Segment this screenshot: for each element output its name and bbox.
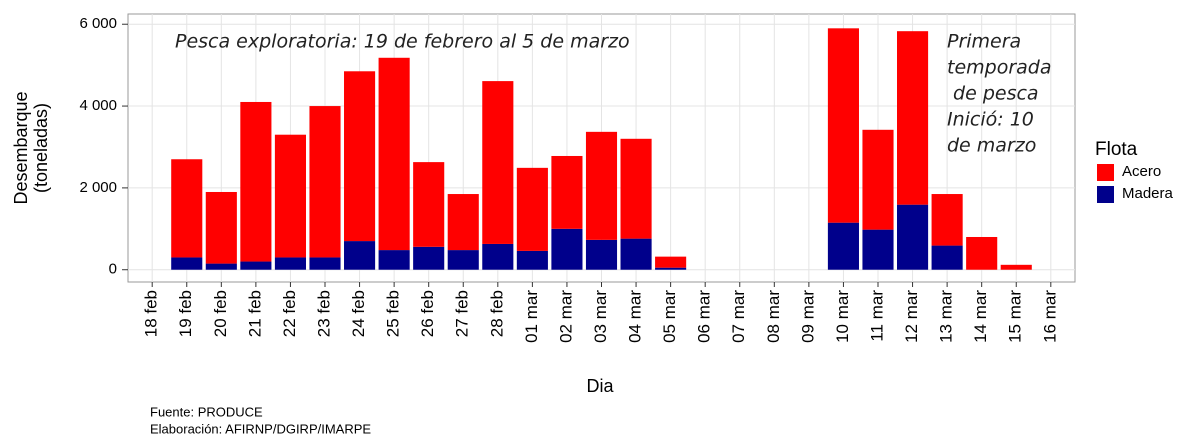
bar: [482, 81, 514, 244]
legend-label: Acero: [1122, 163, 1161, 180]
x-tick-label: 18 feb: [142, 290, 161, 337]
bar: [482, 243, 514, 270]
bar: [655, 256, 687, 268]
bar: [205, 191, 237, 264]
bar: [827, 28, 859, 223]
x-tick-label: 14 mar: [971, 290, 990, 343]
x-axis-label: Dia: [586, 376, 614, 396]
y-axis-label: (toneladas): [31, 103, 51, 193]
bar: [171, 257, 203, 270]
legend-title: Flota: [1095, 139, 1138, 160]
x-tick-label: 06 mar: [695, 290, 714, 343]
y-tick-label: 6 000: [79, 15, 117, 32]
annotation: Primera: [947, 31, 1021, 53]
bar: [171, 159, 203, 258]
x-tick-label: 22 feb: [280, 290, 299, 337]
x-tick-label: 03 mar: [591, 290, 610, 343]
x-tick-label: 08 mar: [764, 290, 783, 343]
x-tick-label: 11 mar: [867, 290, 886, 342]
annotation: de pesca: [947, 83, 1039, 105]
bar: [344, 241, 376, 270]
x-tick-label: 23 feb: [314, 290, 333, 337]
bar: [447, 250, 479, 270]
x-tick-label: 26 feb: [418, 290, 437, 337]
x-tick-label: 24 feb: [349, 290, 368, 337]
bar: [516, 167, 548, 251]
x-tick-label: 25 feb: [384, 290, 403, 337]
bar: [413, 246, 445, 270]
x-tick-label: 04 mar: [626, 290, 645, 343]
bar: [931, 194, 963, 246]
y-tick-label: 2 000: [79, 179, 117, 196]
bar: [447, 194, 479, 251]
annotation: temporada: [947, 57, 1052, 79]
x-tick-label: 07 mar: [729, 290, 748, 343]
bar: [274, 257, 306, 270]
y-tick-label: 0: [109, 261, 117, 278]
x-tick-label: 27 feb: [453, 290, 472, 337]
y-tick-label: 4 000: [79, 97, 117, 114]
x-tick-label: 19 feb: [176, 290, 195, 337]
bar: [966, 236, 998, 270]
x-tick-label: 12 mar: [902, 290, 921, 343]
x-tick-label: 16 mar: [1040, 290, 1059, 343]
bar: [551, 155, 583, 229]
bar: [205, 263, 237, 270]
bar: [862, 129, 894, 230]
bar: [378, 57, 410, 251]
x-tick-label: 13 mar: [937, 290, 956, 343]
bar: [620, 138, 652, 239]
source: Elaboración: AFIRNP/DGIRP/IMARPE: [150, 421, 371, 436]
bar: [378, 250, 410, 270]
x-tick-label: 05 mar: [660, 290, 679, 343]
annotation: de marzo: [947, 135, 1036, 157]
x-tick-label: 02 mar: [556, 290, 575, 343]
bar: [274, 134, 306, 258]
source: Fuente: PRODUCE: [150, 404, 263, 419]
bar: [240, 261, 272, 270]
bar: [240, 101, 272, 262]
x-tick-label: 21 feb: [245, 290, 264, 337]
bar: [897, 31, 929, 205]
legend-swatch: [1097, 186, 1114, 203]
bar: [862, 229, 894, 270]
annotation: Pesca exploratoria: 19 de febrero al 5 d…: [175, 31, 630, 53]
legend-swatch: [1097, 164, 1114, 181]
x-tick-label: 28 feb: [487, 290, 506, 337]
bar: [897, 204, 929, 270]
bar: [931, 245, 963, 270]
bar: [551, 228, 583, 270]
bar: [413, 162, 445, 247]
bar: [620, 238, 652, 270]
bar: [585, 131, 618, 240]
bar: [516, 250, 548, 270]
bar: [1000, 264, 1032, 270]
legend-label: Madera: [1122, 185, 1174, 202]
bar: [309, 257, 341, 270]
x-tick-label: 20 feb: [211, 290, 230, 337]
bar: [344, 71, 376, 242]
x-tick-label: 15 mar: [1006, 290, 1025, 343]
x-tick-label: 10 mar: [833, 290, 852, 343]
x-tick-label: 09 mar: [798, 290, 817, 343]
x-tick-label: 01 mar: [522, 290, 541, 343]
bar: [585, 239, 618, 270]
bar: [309, 106, 341, 258]
bar: [655, 267, 687, 270]
annotation: Inició: 10: [947, 109, 1034, 131]
bar: [827, 222, 859, 270]
y-axis-label: Desembarque: [11, 91, 31, 204]
